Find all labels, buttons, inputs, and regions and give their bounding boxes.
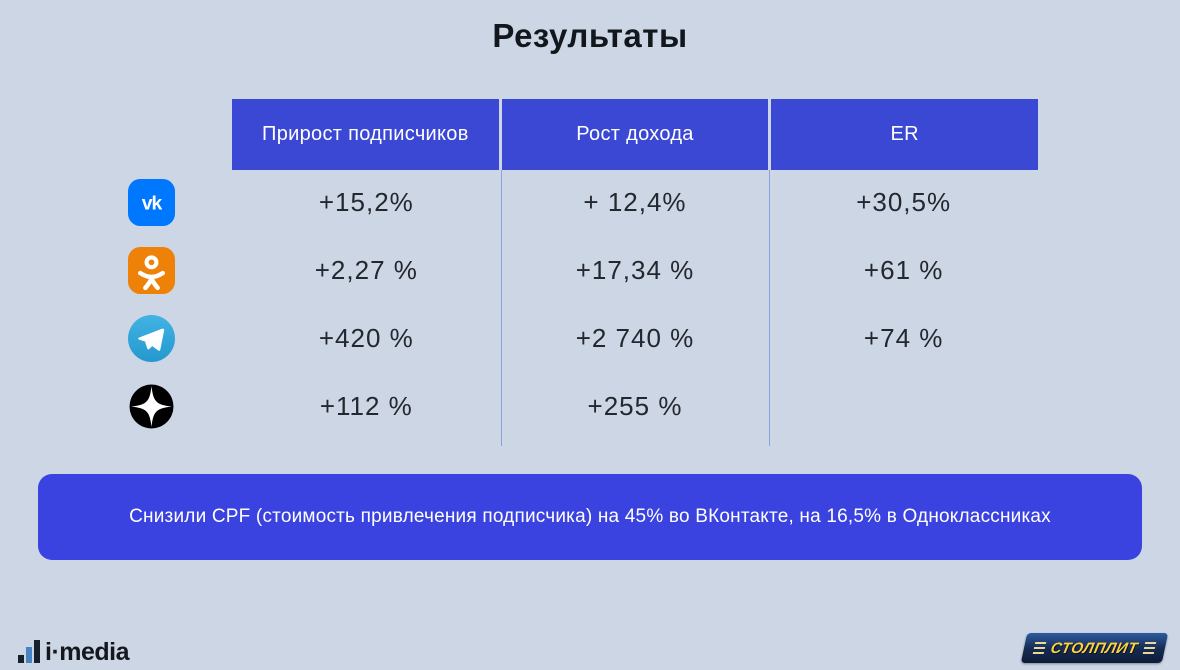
imedia-logo: i·media	[18, 636, 130, 666]
column-header-revenue-growth: Рост дохода	[501, 99, 769, 170]
cell-vk-er: +30,5%	[856, 186, 952, 217]
slide-title: Результаты	[492, 17, 688, 54]
speed-lines-left-icon	[1032, 642, 1047, 654]
vk-icon: vk	[128, 179, 175, 226]
cpf-result-text: Снизили CPF (стоимость привлечения подпи…	[129, 506, 1051, 527]
dzen-icon	[128, 383, 175, 430]
table-body: +15,2% + 12,4% +30,5% +2,27 % +17,34 % +…	[232, 168, 1038, 440]
column-header-subscriber-growth: Прирост подписчиков	[232, 99, 499, 170]
cell-vk-subscribers: +15,2%	[318, 186, 414, 217]
cpf-result-banner: Снизили CPF (стоимость привлечения подпи…	[38, 474, 1142, 560]
telegram-icon	[128, 315, 175, 362]
cell-ok-er: +61 %	[863, 254, 944, 285]
column-header-er: ER	[771, 99, 1039, 170]
cell-ok-subscribers: +2,27 %	[314, 254, 418, 285]
cell-telegram-subscribers: +420 %	[318, 322, 414, 353]
table-header: Прирост подписчиков Рост дохода ER	[232, 99, 1039, 170]
cell-dzen-er	[769, 372, 1038, 440]
cell-vk-revenue: + 12,4%	[583, 186, 687, 217]
stolplit-logo: СТОЛПЛИТ	[1020, 633, 1169, 663]
imedia-logo-text: i·media	[45, 637, 130, 666]
column-divider-2	[769, 170, 770, 446]
stolplit-logo-text: СТОЛПЛИТ	[1049, 639, 1140, 657]
cell-telegram-revenue: +2 740 %	[575, 322, 695, 353]
cell-dzen-subscribers: +112 %	[319, 390, 413, 421]
cell-ok-revenue: +17,34 %	[575, 254, 695, 285]
column-divider-1	[501, 170, 502, 446]
cell-telegram-er: +74 %	[863, 322, 944, 353]
bar-chart-icon	[18, 636, 44, 663]
svg-text:vk: vk	[142, 193, 163, 215]
speed-lines-right-icon	[1142, 642, 1157, 654]
odnoklassniki-icon	[128, 247, 175, 294]
cell-dzen-revenue: +255 %	[587, 390, 683, 421]
